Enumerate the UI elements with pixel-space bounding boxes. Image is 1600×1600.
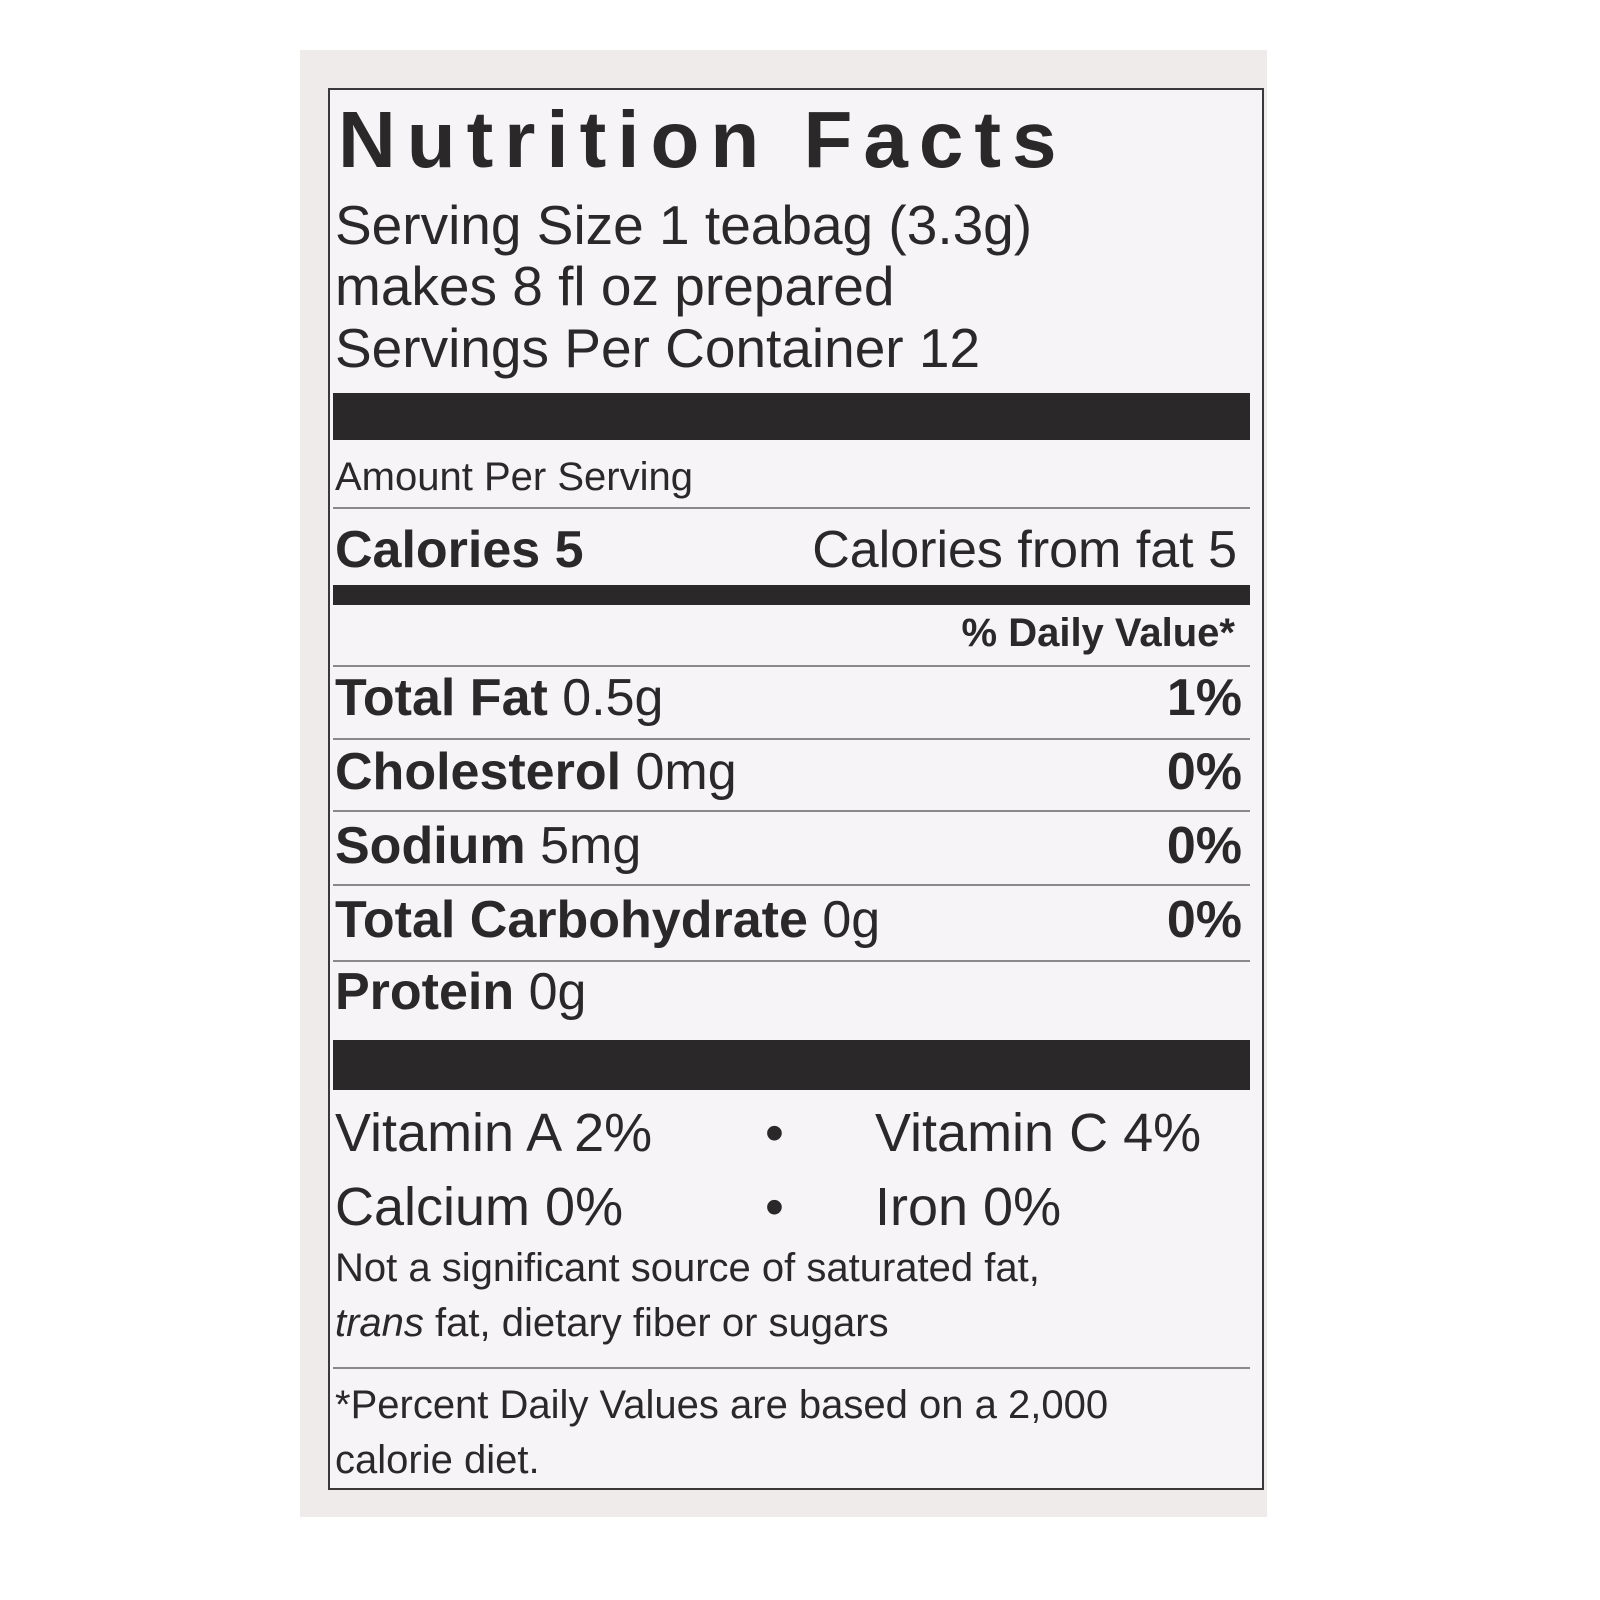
nutrient-row: Total Carbohydrate 0g	[335, 894, 880, 946]
divider	[333, 738, 1250, 740]
daily-value-header: % Daily Value*	[961, 611, 1235, 655]
nutrient-daily-value: 0%	[1166, 817, 1242, 875]
nutrient-daily-value: 0%	[1166, 743, 1242, 801]
serving-prepared: makes 8 fl oz prepared	[335, 255, 895, 317]
footnote-line-2: calorie diet.	[335, 1438, 540, 1482]
trans-italic: trans	[335, 1301, 424, 1345]
nutrient-name: Total Fat	[335, 669, 548, 727]
nutrient-amount: 0.5g	[562, 669, 664, 727]
nutrient-name: Sodium	[335, 817, 526, 875]
footnote-line-1: *Percent Daily Values are based on a 2,0…	[335, 1383, 1109, 1427]
nutrient-row: Sodium 5mg	[335, 820, 641, 872]
nutrient-amount: 0g	[822, 891, 881, 949]
nutrient-name: Cholesterol	[335, 743, 622, 801]
calories-from-fat: Calories from fat 5	[812, 521, 1237, 579]
thick-divider	[333, 393, 1250, 440]
divider	[333, 810, 1250, 812]
bullet-separator: •	[765, 1177, 784, 1237]
note-line-1: Not a significant source of saturated fa…	[335, 1246, 1040, 1290]
title: Nutrition Facts	[338, 95, 1068, 184]
nutrient-row: Cholesterol 0mg	[335, 746, 737, 798]
note-line-2-rest: fat, dietary fiber or sugars	[423, 1301, 889, 1345]
bullet-separator: •	[765, 1103, 784, 1163]
nutrient-daily-value: 0%	[1166, 891, 1242, 949]
nutrient-name: Total Carbohydrate	[335, 891, 808, 949]
nutrition-facts-label	[328, 88, 1264, 1490]
nutrient-daily-value: 1%	[1166, 669, 1242, 727]
divider	[333, 665, 1250, 667]
nutrient-amount: 0mg	[635, 743, 737, 801]
iron: Iron 0%	[875, 1177, 1062, 1237]
divider	[333, 884, 1250, 886]
calories: Calories 5	[335, 521, 584, 579]
divider	[333, 960, 1250, 962]
nutrient-name: Protein	[335, 963, 515, 1021]
nutrient-amount: 0g	[528, 963, 587, 1021]
calcium: Calcium 0%	[335, 1177, 624, 1237]
nutrient-row: Total Fat 0.5g	[335, 672, 663, 724]
divider	[333, 1367, 1250, 1369]
amount-per-serving: Amount Per Serving	[335, 455, 693, 499]
servings-per-container: Servings Per Container 12	[335, 317, 981, 379]
vitamin-c: Vitamin C 4%	[875, 1103, 1202, 1163]
thick-divider	[333, 1040, 1250, 1090]
nutrient-amount: 5mg	[540, 817, 642, 875]
serving-size: Serving Size 1 teabag (3.3g)	[335, 194, 1033, 256]
note-line-2: trans fat, dietary fiber or sugars	[335, 1303, 889, 1343]
medium-divider	[333, 585, 1250, 605]
nutrient-row: Protein 0g	[335, 966, 586, 1018]
divider	[333, 507, 1250, 509]
vitamin-a: Vitamin A 2%	[335, 1103, 653, 1163]
